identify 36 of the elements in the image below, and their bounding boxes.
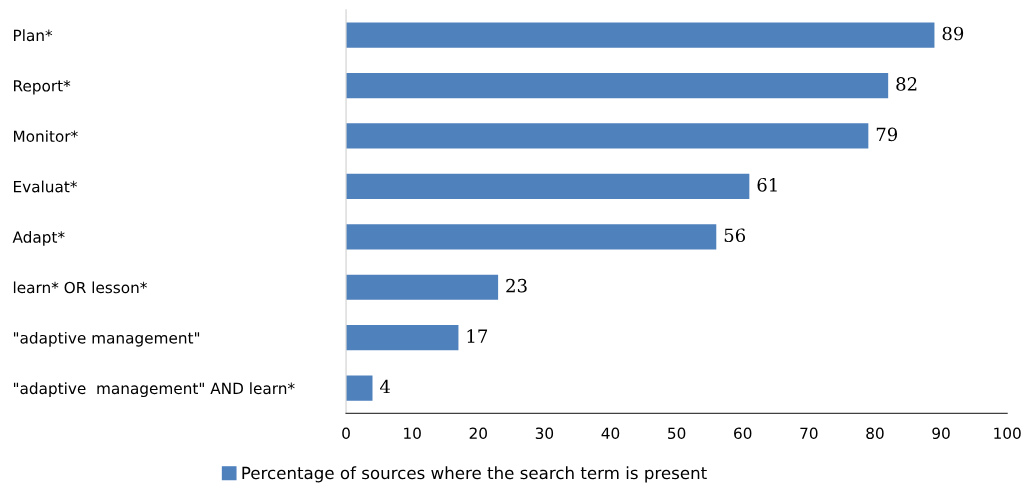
data-label: 79 (876, 127, 898, 142)
data-label: 23 (506, 278, 527, 293)
x-tick-label: 40 (601, 427, 620, 440)
x-tick-label: 100 (994, 427, 1021, 440)
x-tick-label: 30 (535, 427, 554, 440)
bar (346, 375, 373, 401)
x-tick-label: 60 (734, 427, 752, 440)
bar (346, 224, 717, 250)
data-label: 89 (942, 26, 964, 41)
data-label: 17 (467, 329, 488, 343)
bar (346, 325, 459, 351)
data-label: 56 (724, 228, 746, 243)
legend-label: Percentage of sources where the search term is present (242, 466, 707, 483)
data-label: 61 (757, 177, 777, 192)
bar (346, 22, 935, 48)
x-tick-label: 10 (404, 427, 421, 440)
bar (346, 123, 869, 149)
y-tick-label: Report* (14, 80, 71, 95)
bar (346, 173, 750, 200)
bar (346, 274, 499, 300)
bar (346, 72, 889, 99)
y-tick-label: "adaptive management" AND learn* (13, 382, 295, 398)
data-label: 4 (380, 379, 391, 394)
x-tick-label: 50 (668, 427, 686, 440)
y-tick-label: Evaluat* (14, 180, 78, 193)
x-tick-label: 70 (800, 427, 818, 440)
y-tick-label: learn* OR lesson* (13, 281, 147, 294)
x-tick-label: 0 (342, 427, 350, 440)
x-tick-label: 90 (932, 427, 950, 440)
data-label: 82 (896, 77, 917, 91)
y-tick-label: Adapt* (12, 231, 65, 246)
x-tick-label: 20 (469, 427, 487, 440)
y-tick-label: Plan* (14, 29, 53, 42)
y-tick-label: Monitor* (14, 130, 78, 142)
y-tick-label: "adaptive management" (13, 331, 200, 347)
x-tick-label: 80 (866, 427, 884, 440)
